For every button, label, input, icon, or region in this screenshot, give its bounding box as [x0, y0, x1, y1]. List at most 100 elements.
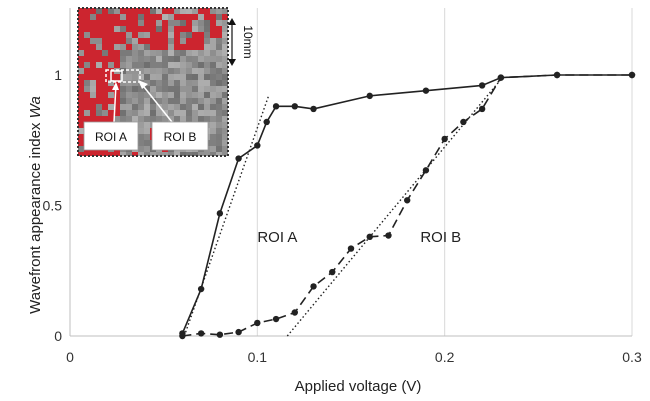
inset-pixel	[144, 44, 150, 50]
inset-pixel	[162, 38, 168, 44]
inset-pixel	[216, 62, 222, 68]
inset-pixel	[168, 38, 174, 44]
point-roi-b	[347, 245, 355, 252]
fit-line	[183, 95, 270, 337]
inset-pixel	[114, 74, 120, 80]
inset-pixel	[204, 92, 210, 98]
inset-pixel	[90, 110, 96, 116]
inset-pixel	[138, 128, 144, 134]
inset-pixel	[108, 110, 114, 116]
inset-pixel	[120, 44, 126, 50]
inset-pixel	[216, 32, 222, 38]
inset-pixel	[222, 68, 228, 74]
inset-pixel	[156, 104, 162, 110]
inset-pixel	[120, 152, 126, 156]
inset-pixel	[108, 38, 114, 44]
inset-pixel	[156, 110, 162, 116]
inset-pixel	[174, 68, 180, 74]
inset-pixel	[168, 74, 174, 80]
inset-pixel	[90, 80, 96, 86]
inset-pixel	[102, 20, 108, 26]
inset-pixel	[90, 26, 96, 32]
inset-pixel	[204, 116, 210, 122]
inset-pixel	[132, 116, 138, 122]
inset-pixel	[96, 26, 102, 32]
inset-pixel	[174, 44, 180, 50]
inset-pixel	[222, 152, 228, 156]
inset-pixel	[102, 74, 108, 80]
inset-pixel	[180, 38, 186, 44]
inset-pixel	[78, 92, 84, 98]
inset-pixel	[204, 80, 210, 86]
inset-pixel	[126, 116, 132, 122]
inset-pixel	[84, 56, 90, 62]
inset-pixel	[120, 116, 126, 122]
inset-pixel	[174, 104, 180, 110]
tick-labels: 0 0.1 0.2 0.3 0 0.5 1	[43, 67, 642, 365]
inset-pixel	[102, 86, 108, 92]
inset-image: ROI A ROI B 10mm	[77, 7, 255, 157]
inset-pixel	[156, 98, 162, 104]
inset-pixel	[210, 116, 216, 122]
inset-pixel	[210, 50, 216, 56]
inset-pixel	[120, 26, 126, 32]
inset-pixel	[186, 62, 192, 68]
inset-pixel	[168, 14, 174, 20]
inset-pixel	[126, 14, 132, 20]
inset-pixel	[114, 104, 120, 110]
inset-pixel	[198, 8, 204, 14]
inset-pixel	[180, 56, 186, 62]
inset-pixel	[138, 122, 144, 128]
inset-pixel	[90, 56, 96, 62]
scale-label: 10mm	[241, 25, 255, 58]
inset-pixel	[126, 26, 132, 32]
inset-pixel	[216, 56, 222, 62]
roi-a-inset-label: ROI A	[95, 130, 127, 144]
inset-pixel	[216, 14, 222, 20]
inset-pixel	[198, 86, 204, 92]
inset-pixel	[210, 92, 216, 98]
inset-pixel	[186, 110, 192, 116]
inset-pixel	[90, 32, 96, 38]
inset-pixel	[114, 14, 120, 20]
inset-pixel	[156, 62, 162, 68]
inset-pixel	[78, 122, 84, 128]
inset-pixel	[180, 26, 186, 32]
inset-pixel	[84, 26, 90, 32]
inset-pixel	[174, 8, 180, 14]
inset-pixel	[90, 104, 96, 110]
inset-pixel	[174, 14, 180, 20]
inset-pixel	[216, 74, 222, 80]
inset-pixel	[96, 62, 102, 68]
inset-pixel	[216, 38, 222, 44]
inset-pixel	[192, 98, 198, 104]
inset-pixel	[192, 86, 198, 92]
roi-a-arrow	[113, 83, 117, 123]
point-roi-b	[422, 167, 430, 174]
inset-pixel	[198, 62, 204, 68]
inset-pixel	[216, 20, 222, 26]
inset-pixel	[138, 38, 144, 44]
point-roi-b	[441, 135, 448, 143]
inset-pixel	[222, 62, 228, 68]
inset-pixel	[132, 8, 138, 14]
inset-pixel	[96, 110, 102, 116]
inset-pixel	[108, 44, 114, 50]
inset-pixel	[96, 56, 102, 62]
inset-pixel	[114, 92, 120, 98]
inset-pixel	[90, 38, 96, 44]
inset-pixel	[144, 116, 150, 122]
inset-pixel	[162, 32, 168, 38]
inset-pixel	[198, 74, 204, 80]
inset-pixel	[180, 104, 186, 110]
inset-pixel	[102, 26, 108, 32]
inset-pixel	[180, 152, 186, 156]
inset-pixel	[156, 14, 162, 20]
inset-pixel	[84, 110, 90, 116]
inset-pixel	[78, 86, 84, 92]
inset-pixel	[174, 98, 180, 104]
inset-pixel	[144, 68, 150, 74]
inset-pixel	[222, 86, 228, 92]
point-roi-b	[216, 331, 224, 338]
inset-pixel	[108, 104, 114, 110]
